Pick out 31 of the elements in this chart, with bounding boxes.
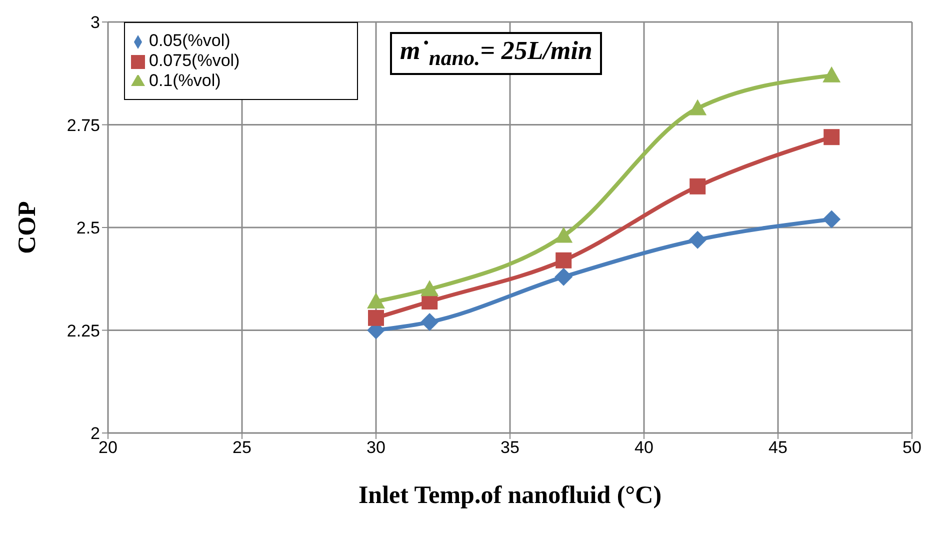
- legend-label: 0.1(%vol): [149, 71, 221, 90]
- x-tick-label: 45: [768, 438, 788, 458]
- y-tick-label: 2.5: [76, 218, 100, 238]
- point: [690, 178, 706, 194]
- point: [554, 226, 573, 243]
- point: [556, 252, 572, 268]
- point: [824, 129, 840, 146]
- y-tick-label: 3: [90, 13, 100, 32]
- point: [367, 292, 385, 308]
- point: [688, 99, 707, 116]
- x-tick-label: 50: [902, 438, 922, 458]
- x-tick-label: 30: [366, 438, 386, 458]
- point: [822, 66, 841, 82]
- x-tick-label: 25: [232, 438, 252, 458]
- legend-label: 0.05(%vol): [149, 31, 230, 50]
- legend-label: 0.075(%vol): [149, 51, 240, 70]
- point: [688, 230, 707, 249]
- y-tick-label: 2: [90, 424, 100, 444]
- point: [368, 310, 384, 326]
- y-tick-label: 2.75: [66, 116, 100, 135]
- point: [554, 268, 573, 286]
- x-tick-label: 35: [500, 438, 520, 458]
- point: [420, 280, 439, 296]
- x-axis-title: Inlet Temp.of nanofluid (°C): [358, 482, 662, 509]
- point: [822, 210, 841, 228]
- x-tick-label: 20: [98, 438, 118, 458]
- point: [420, 313, 439, 332]
- y-axis-title: COP: [14, 201, 41, 254]
- annotation: m˙$_{nano.}$= 25L/min: [390, 32, 602, 76]
- y-tick-label: 2.25: [66, 321, 100, 340]
- x-tick-label: 40: [634, 438, 654, 458]
